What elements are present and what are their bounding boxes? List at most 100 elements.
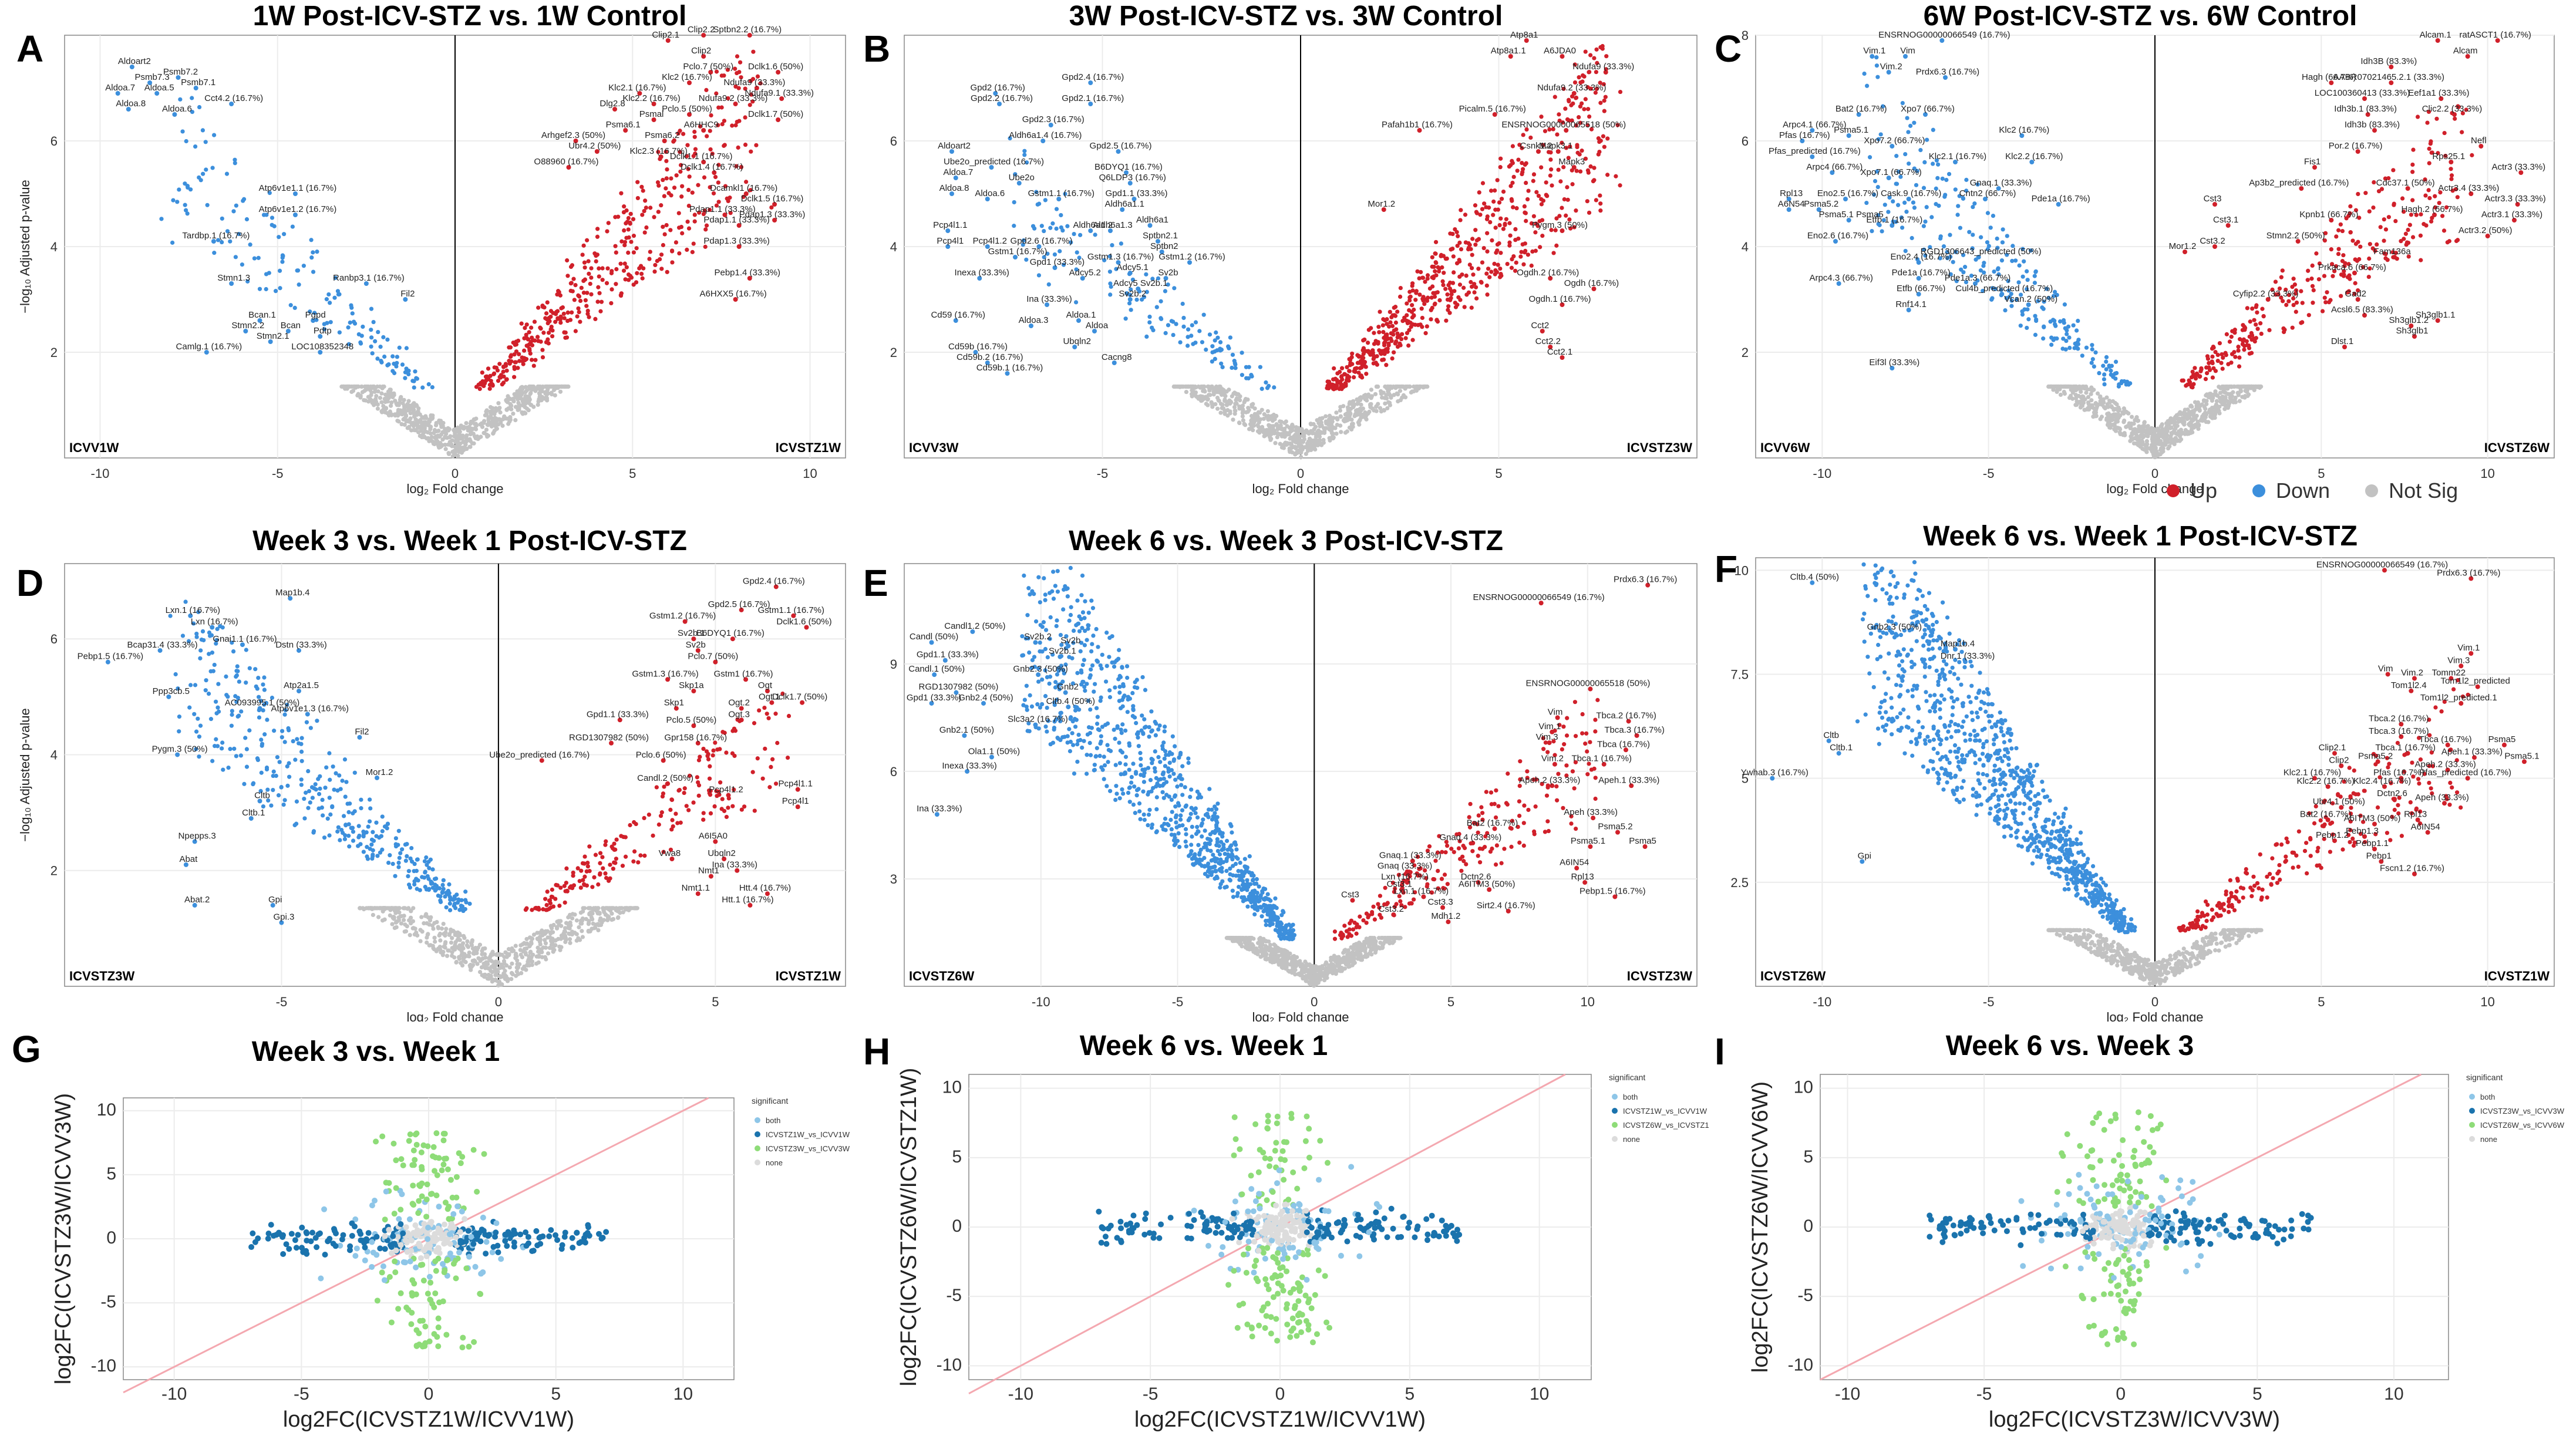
ns-point	[381, 404, 386, 409]
ns-point	[1385, 384, 1390, 389]
up-point	[501, 374, 506, 379]
labeled-point	[1187, 260, 1192, 265]
down-point	[1999, 258, 2005, 263]
up-point	[584, 304, 589, 308]
up-point	[1577, 75, 1581, 80]
down-point	[1891, 219, 1895, 224]
up-point	[1567, 99, 1571, 104]
ns-point	[473, 436, 478, 441]
up-point	[595, 299, 600, 304]
labeled-point	[1088, 228, 1093, 233]
labeled-point	[1127, 271, 1133, 275]
gene-label: Eif3l (33.3%)	[1869, 358, 1919, 368]
labeled-point	[1903, 54, 1908, 59]
up-point	[2382, 238, 2386, 243]
y-tick-label: 4	[1742, 240, 1749, 254]
up-point	[2180, 378, 2184, 383]
up-point	[735, 54, 740, 59]
ns-point	[563, 939, 568, 945]
down-point	[1065, 224, 1070, 228]
labeled-point	[2449, 160, 2454, 164]
up-point	[685, 154, 689, 159]
down-point	[2074, 328, 2079, 333]
ns-point	[1357, 422, 1362, 427]
down-point	[1147, 314, 1152, 319]
ns-point	[2147, 446, 2153, 451]
up-point	[554, 309, 559, 314]
down-point	[2055, 336, 2059, 341]
down-point	[231, 209, 236, 214]
ns-point	[2207, 408, 2212, 413]
ns-point	[1341, 404, 1346, 409]
ns-point	[1284, 419, 1288, 424]
up-point	[1581, 73, 1585, 78]
up-point	[730, 123, 735, 128]
up-point	[1516, 157, 1521, 162]
up-point	[2379, 187, 2385, 191]
chart-title: 3W Post-ICV-STZ vs. 3W Control	[1069, 1, 1503, 32]
ns-point	[1339, 430, 1343, 434]
down-point	[350, 311, 355, 316]
gene-label: Aldoa.7	[943, 167, 973, 177]
up-point	[1451, 254, 1456, 259]
ns-point	[474, 416, 479, 421]
gene-label: Bat2 (16.7%)	[1836, 104, 1887, 114]
up-point	[1557, 112, 1561, 117]
ns-point	[461, 956, 466, 960]
up-point	[2357, 215, 2362, 220]
panel-D: D Week 3 vs. Week 1 Post-ICV-STZ -5 0 5 2 4 6…	[12, 517, 857, 1024]
ns-point	[1275, 424, 1280, 429]
ns-point	[1355, 401, 1360, 406]
up-point	[736, 145, 740, 150]
up-point	[1463, 213, 1468, 217]
down-point	[2028, 248, 2033, 253]
down-point	[349, 305, 354, 310]
ns-point	[1255, 414, 1260, 419]
labeled-point	[701, 160, 706, 164]
up-point	[1598, 201, 1603, 206]
labeled-point	[2372, 128, 2377, 133]
ns-point	[468, 444, 473, 449]
up-point	[665, 269, 669, 274]
up-point	[2404, 240, 2410, 245]
down-point	[413, 369, 417, 374]
ns-point	[439, 444, 444, 449]
up-point	[1523, 248, 1528, 253]
up-point	[1451, 270, 1456, 275]
up-point	[1384, 363, 1389, 368]
up-point	[2423, 193, 2428, 198]
up-point	[1405, 301, 1409, 306]
down-point	[406, 372, 411, 377]
up-point	[690, 190, 695, 195]
ns-point	[1385, 406, 1390, 411]
gene-label: Clip2.2	[688, 25, 715, 35]
ns-point	[2222, 407, 2227, 412]
ns-point	[2115, 419, 2120, 424]
x-tick-label: 0	[452, 466, 459, 481]
ns-point	[505, 400, 510, 405]
up-point	[1553, 228, 1558, 232]
left-group-label: ICVSTZ3W	[69, 969, 134, 983]
ns-point	[2079, 395, 2084, 400]
gene-label: Pclo.7 (50%)	[683, 62, 733, 72]
up-point	[1387, 324, 1392, 329]
down-point	[315, 250, 319, 254]
ns-point	[1331, 416, 1336, 420]
down-point	[2111, 375, 2116, 379]
ns-point	[1347, 425, 1352, 430]
up-point	[2345, 275, 2350, 279]
down-point	[1862, 71, 1867, 76]
down-point	[273, 289, 278, 294]
down-point	[371, 319, 376, 325]
up-point	[565, 258, 570, 263]
up-point	[1602, 144, 1607, 149]
up-point	[1520, 146, 1524, 150]
up-point	[2279, 295, 2284, 300]
down-point	[1922, 247, 1927, 252]
down-point	[278, 286, 282, 291]
down-point	[1127, 301, 1132, 306]
up-point	[2227, 339, 2232, 344]
up-point	[1492, 261, 1497, 266]
up-point	[1484, 271, 1489, 276]
labeled-point	[973, 350, 978, 355]
